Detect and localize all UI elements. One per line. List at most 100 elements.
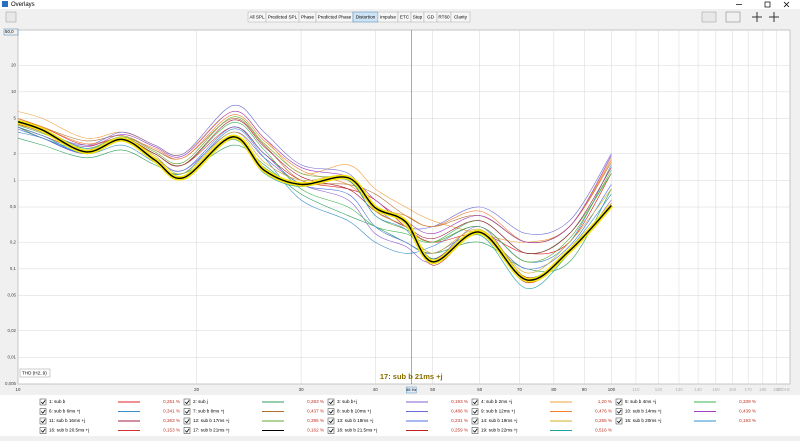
y-tick-label: 0,1 [10,266,17,271]
checkmark[interactable] [472,400,478,405]
tab-label[interactable]: Distortion [356,14,376,19]
checkmark[interactable] [472,419,478,424]
toolbar-icon[interactable] [5,11,17,23]
checkmark[interactable] [40,419,46,424]
series-checkbox[interactable] [471,427,479,434]
x-tick-label: 30 [299,387,304,392]
legend-bg [0,395,800,436]
checkmark[interactable] [184,400,190,405]
y-tick-label: 5 [14,116,17,121]
checkmark[interactable] [328,400,334,405]
series-checkbox[interactable] [39,427,47,434]
series-line [18,104,612,235]
legend-thd: 0,341 % [163,409,180,414]
series-checkbox[interactable] [471,417,479,425]
checkmark[interactable] [328,419,334,424]
y-tick-label: 0,2 [10,239,17,244]
legend-label: 16: sub b 20.5ms +j [49,428,89,433]
legend-thd: 0,251 % [163,399,180,404]
series-checkbox[interactable] [471,398,479,406]
toolbar-icon[interactable] [752,12,762,22]
legend-label: 14: sub b 19ms +j [481,418,517,423]
toolbar-icon[interactable] [701,11,717,23]
tab-label[interactable]: Predicted Phase [318,14,352,19]
series-checkbox[interactable] [39,398,47,406]
checkmark[interactable] [40,400,46,405]
checkmark[interactable] [184,419,190,424]
window-title: Overlays [11,2,35,8]
legend-thd: 0,476 % [595,409,612,414]
checkmark[interactable] [616,400,622,405]
y-tick-label: 10 [11,89,16,94]
legend-label: 5: sub b 4ms +j [625,399,656,404]
y-tick-label: 2 [14,151,17,156]
series-checkbox[interactable] [327,398,335,406]
x-tick-label: 120 [655,387,663,392]
tab-label[interactable]: All SPL [249,14,265,19]
series-checkbox[interactable] [615,398,623,406]
x-tick-label: 50 [430,387,435,392]
cursor-series-label: 17: sub b 21ms +j [380,372,443,381]
annotation-box [19,368,51,378]
y-tick-label: 0,02 [7,328,16,333]
x-tick-label: 90 [582,387,587,392]
series-checkbox[interactable] [327,417,335,425]
tab-label[interactable]: Phase [301,14,314,19]
legend-label: 17: sub b 21ms +j [193,428,229,433]
series-checkbox[interactable] [615,417,623,425]
cursor-box [406,386,417,394]
maximize-button[interactable] [764,1,771,8]
checkmark[interactable] [616,409,622,414]
tab-label[interactable]: Clarity [454,14,468,19]
series-checkbox[interactable] [183,408,191,415]
series-checkbox[interactable] [183,417,191,425]
series-checkbox[interactable] [39,408,47,415]
legend-label: 10: sub b 14ms +j [625,409,661,414]
y-tick-label: 0,005 [5,381,17,386]
series-checkbox[interactable] [39,417,47,425]
checkmark[interactable] [184,428,190,433]
tab-label[interactable]: GD [427,14,435,19]
checkmark[interactable] [40,409,46,414]
tab-label[interactable]: RT60 [438,14,450,19]
legend: 1: sub b 0,251 % 2: sub j 0,283 % 3: sub b+j… [39,398,756,434]
x-tick-label: 130 [675,387,683,392]
y-max-box [3,28,19,36]
checkmark[interactable] [184,409,190,414]
tab-label[interactable]: Step [413,14,423,19]
tab-label[interactable]: Predicted SPL [268,14,298,19]
checkmark[interactable] [472,409,478,414]
legend-label: 3: sub b+j [337,399,357,404]
checkmark[interactable] [40,428,46,433]
checkmark[interactable] [328,409,334,414]
tab-label[interactable]: ETC [400,14,410,19]
series-line [18,128,612,263]
legend-thd: 0,231 % [451,418,468,423]
tab-label[interactable]: Impulse [380,14,397,19]
checkmark[interactable] [616,419,622,424]
series-checkbox[interactable] [327,427,335,434]
app-icon [2,1,8,7]
x-tick-label: 80 [551,387,556,392]
series-checkbox[interactable] [183,398,191,406]
legend-thd: 0,395 % [307,418,324,423]
y-tick-label: 0,5 [10,204,17,209]
legend-label: 19: sub b 22ms +j [481,428,517,433]
series-checkbox[interactable] [183,427,191,434]
toolbar-icon[interactable] [769,12,779,22]
tab[interactable] [450,11,471,23]
series-checkbox[interactable] [471,408,479,415]
toolbar-icon[interactable] [725,11,741,23]
x-tick-label: 140 [694,387,702,392]
checkmark[interactable] [328,428,334,433]
series-checkbox[interactable] [327,408,335,415]
legend-thd: 0,193 % [451,399,468,404]
series-line [18,121,612,281]
checkmark[interactable] [472,428,478,433]
legend-thd: 0,363 % [163,418,180,423]
series-checkbox[interactable] [615,408,623,415]
x-tick-label: 20 [194,387,199,392]
close-button[interactable] [783,1,790,8]
